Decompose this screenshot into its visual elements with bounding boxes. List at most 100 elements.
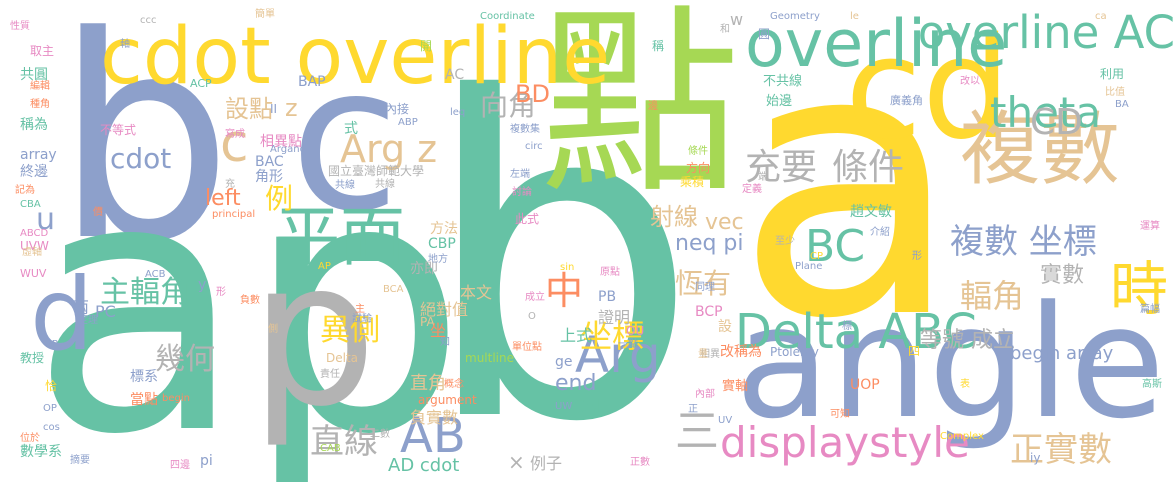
word-duan: 端 bbox=[758, 172, 768, 183]
word-zheng: 正 bbox=[688, 404, 698, 415]
word-o: O bbox=[528, 311, 536, 322]
word-kaiqi: 開 bbox=[420, 39, 433, 53]
word-yiji: 亦即 bbox=[410, 261, 438, 277]
word-shihuan: 始邊 bbox=[766, 94, 793, 109]
word-chengfa: 乘積 bbox=[680, 175, 705, 189]
word-circ: circ bbox=[525, 141, 543, 152]
word-zhu: 主 bbox=[355, 304, 365, 315]
word-theta: theta bbox=[990, 88, 1102, 137]
word-uv: UV bbox=[718, 415, 733, 426]
word-c-tan: c bbox=[220, 114, 249, 174]
word-buderengshi: 不等式 bbox=[100, 123, 137, 137]
word-pi: pi bbox=[200, 453, 213, 469]
word-shi2: 設 bbox=[718, 319, 732, 335]
word-ptolemy: Ptolemy bbox=[770, 345, 819, 359]
word-bianji: 編輯 bbox=[30, 81, 50, 92]
word-fushu: 複數 bbox=[960, 103, 1120, 196]
word-neibu: 內部 bbox=[695, 389, 715, 400]
word-u: u bbox=[36, 202, 56, 237]
word-gongjiao: 共線 bbox=[375, 179, 395, 190]
word-shedian: 設點 bbox=[225, 95, 273, 123]
word-shizhou: 實軸 bbox=[722, 379, 749, 394]
word-argand: Argand bbox=[270, 144, 306, 155]
word-zhengshu: 正數 bbox=[630, 457, 650, 468]
word-shuxuexi: 數學系 bbox=[20, 444, 62, 460]
word-zuo: 坐 bbox=[430, 321, 447, 340]
word-coordinate: Coordinate bbox=[480, 11, 535, 22]
word-abcd: ABCD bbox=[20, 228, 49, 239]
word-liang: 兩 bbox=[73, 298, 90, 317]
word-cd: cd bbox=[845, 8, 1011, 171]
word-gaosi: 高斯 bbox=[1142, 379, 1162, 390]
word-zhou: 軸 bbox=[120, 39, 130, 50]
word-b: b bbox=[420, 6, 700, 482]
word-bd: BD bbox=[515, 80, 550, 108]
word-zhaiyao: 摘要 bbox=[70, 455, 90, 466]
word-ershu: 二數 bbox=[370, 429, 390, 440]
word-fangfa: 方法 bbox=[430, 221, 458, 237]
word-ce: 側 bbox=[268, 324, 278, 335]
word-bcp: BCP bbox=[695, 304, 723, 320]
word-begin: begin bbox=[162, 393, 190, 404]
word-pingmian: 平面 bbox=[275, 200, 406, 275]
word-diqu: 地方 bbox=[428, 254, 448, 265]
word-displaystyle: displaystyle bbox=[720, 418, 970, 467]
word-y: y bbox=[198, 277, 207, 293]
word-ccc: ccc bbox=[140, 15, 157, 26]
word-yuandian: 原點 bbox=[600, 267, 620, 278]
word-bca: BCA bbox=[383, 284, 404, 295]
word-gai: 改以 bbox=[960, 76, 980, 87]
word-ca: ca bbox=[1095, 11, 1107, 22]
word-pianfu: 篇幅 bbox=[1140, 304, 1160, 315]
word-zuohai: 左端 bbox=[510, 169, 530, 180]
word-zhi: 知 bbox=[440, 337, 450, 348]
word-ab: AB bbox=[400, 408, 466, 464]
word-tiaojian: 條件 bbox=[832, 147, 905, 188]
word-argument: argument bbox=[418, 393, 477, 407]
word-w: w bbox=[730, 10, 744, 29]
word-lizi: 例子 bbox=[530, 454, 563, 473]
word-liyong: 利用 bbox=[1100, 67, 1125, 81]
word-dangdian: 當點 bbox=[130, 392, 158, 408]
word-plane: Plane bbox=[795, 261, 823, 272]
word-cp: CP bbox=[810, 251, 824, 262]
word-p: p bbox=[250, 218, 377, 451]
word-x: × bbox=[508, 450, 525, 474]
word-dengchengli: 等號 成立 bbox=[920, 328, 1015, 353]
word-liang2: 量 bbox=[698, 349, 708, 360]
word-yangtu: 圓 bbox=[758, 27, 771, 41]
word-he: 和 bbox=[720, 24, 730, 35]
word-abp: ABP bbox=[398, 117, 418, 128]
word-zhengshishu: 正實數 bbox=[1010, 430, 1112, 470]
word-gongyuan: 共圓 bbox=[20, 67, 48, 83]
word-fushu-zuobiao: 複數 坐標 bbox=[950, 222, 1097, 262]
word-leq: leq bbox=[450, 107, 466, 118]
word-zhishao: 至少 bbox=[775, 236, 795, 247]
word-c: c bbox=[290, 23, 400, 256]
word-xing: 形 bbox=[912, 251, 922, 262]
word-cishi: 此式 bbox=[515, 212, 540, 226]
word-fangxiang: 方向 bbox=[686, 161, 711, 175]
word-uw: UW bbox=[555, 401, 573, 412]
word-ac: AC bbox=[445, 67, 465, 83]
word-d: d bbox=[30, 256, 94, 373]
word-z: z bbox=[285, 94, 298, 122]
word-shi3: 式 bbox=[344, 121, 358, 137]
word-shuchu: 寫成 bbox=[225, 129, 245, 140]
word-pb: PB bbox=[598, 289, 617, 305]
word-begin-array: begin array bbox=[1010, 343, 1114, 364]
word-delta: Delta bbox=[326, 351, 359, 365]
word-danwei: 單位點 bbox=[512, 342, 542, 353]
word-op: OP bbox=[43, 403, 57, 414]
word-xiangjiao: 向角 bbox=[480, 89, 537, 122]
word-shishu: 實數 bbox=[1040, 263, 1085, 288]
word-jiao: 形 bbox=[216, 287, 226, 298]
word-ba: BA bbox=[1115, 99, 1129, 110]
word-cba: CBA bbox=[20, 199, 41, 210]
word-chongyao: 充要 bbox=[745, 147, 818, 188]
word-bp: BP bbox=[45, 339, 58, 350]
word-xingfa: 性質 bbox=[10, 21, 30, 32]
word-zhaowenmin: 趙文敏 bbox=[850, 204, 892, 220]
word-gainian: 概念 bbox=[444, 379, 464, 390]
